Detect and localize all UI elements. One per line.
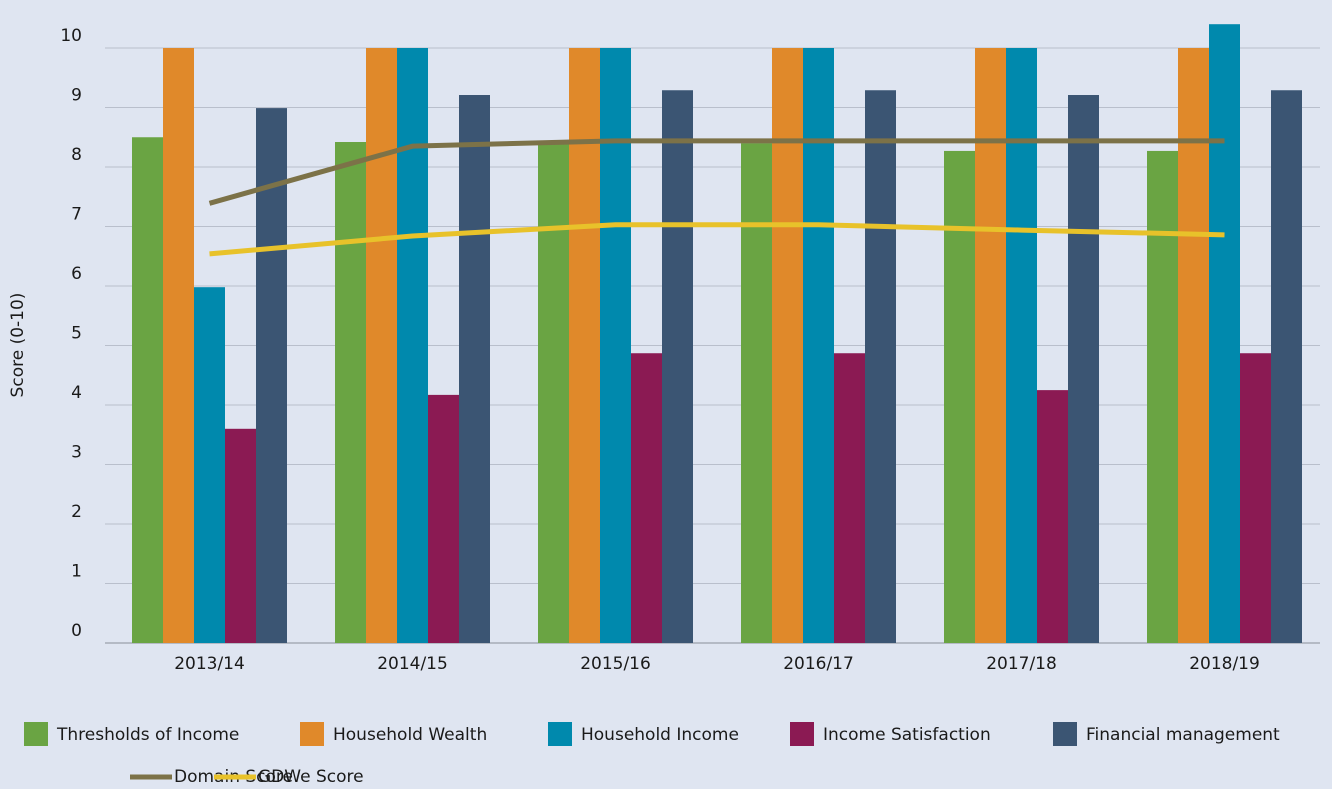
y-tick-label: 2 [71,502,82,522]
bar [631,353,662,643]
legend-swatch [548,722,572,746]
bar [1209,24,1240,643]
y-tick-label: 7 [71,205,82,225]
x-tick-label: 2014/15 [377,654,448,674]
x-tick-label: 2016/17 [783,654,854,674]
bar [741,143,772,643]
y-tick-label: 6 [71,264,82,284]
y-tick-label: 3 [71,443,82,463]
bar [1178,48,1209,643]
y-tick-label: 1 [71,562,82,582]
x-tick-label: 2013/14 [174,654,245,674]
x-tick-label: 2018/19 [1189,654,1260,674]
x-tick-label: 2017/18 [986,654,1057,674]
y-tick-label: 5 [71,324,82,344]
bar [600,48,631,643]
line-series [208,138,1225,206]
legend-label: Household Wealth [333,725,487,745]
y-tick-label: 4 [71,383,82,403]
y-tick-label: 10 [60,26,82,46]
bar [1271,90,1302,644]
legend-label: Financial management [1086,725,1280,745]
bar [569,48,600,643]
legend-swatch [1053,722,1077,746]
bar [366,48,397,643]
bar [1147,150,1178,643]
legend-label: Income Satisfaction [823,725,991,745]
bar [803,48,834,643]
bar [1037,390,1068,643]
bar [132,137,163,643]
bar [1240,353,1271,643]
bar [163,48,194,643]
bar [459,95,490,643]
bar [944,150,975,643]
bar [194,287,225,643]
legend-label: Thresholds of Income [56,725,239,745]
bar [538,143,569,643]
y-tick-label: 8 [71,145,82,165]
bar [865,90,896,644]
bar [975,48,1006,643]
x-tick-label: 2015/16 [580,654,651,674]
legend-label: Household Income [581,725,739,745]
legend-swatch [24,722,48,746]
legend-swatch [790,722,814,746]
y-tick-label: 9 [71,86,82,106]
bar [428,394,459,643]
y-axis-label: Score (0-10) [8,293,28,398]
bar [225,428,256,643]
bar [662,90,693,644]
line-series [209,222,1225,257]
bar [397,48,428,643]
bar [1068,95,1099,643]
bar [256,108,287,644]
bar [772,48,803,643]
y-tick-label: 0 [71,621,82,641]
legend-label: GDWe Score [258,767,364,787]
bar [834,353,865,643]
bar [1006,48,1037,643]
bar [335,142,366,643]
legend-swatch [300,722,324,746]
